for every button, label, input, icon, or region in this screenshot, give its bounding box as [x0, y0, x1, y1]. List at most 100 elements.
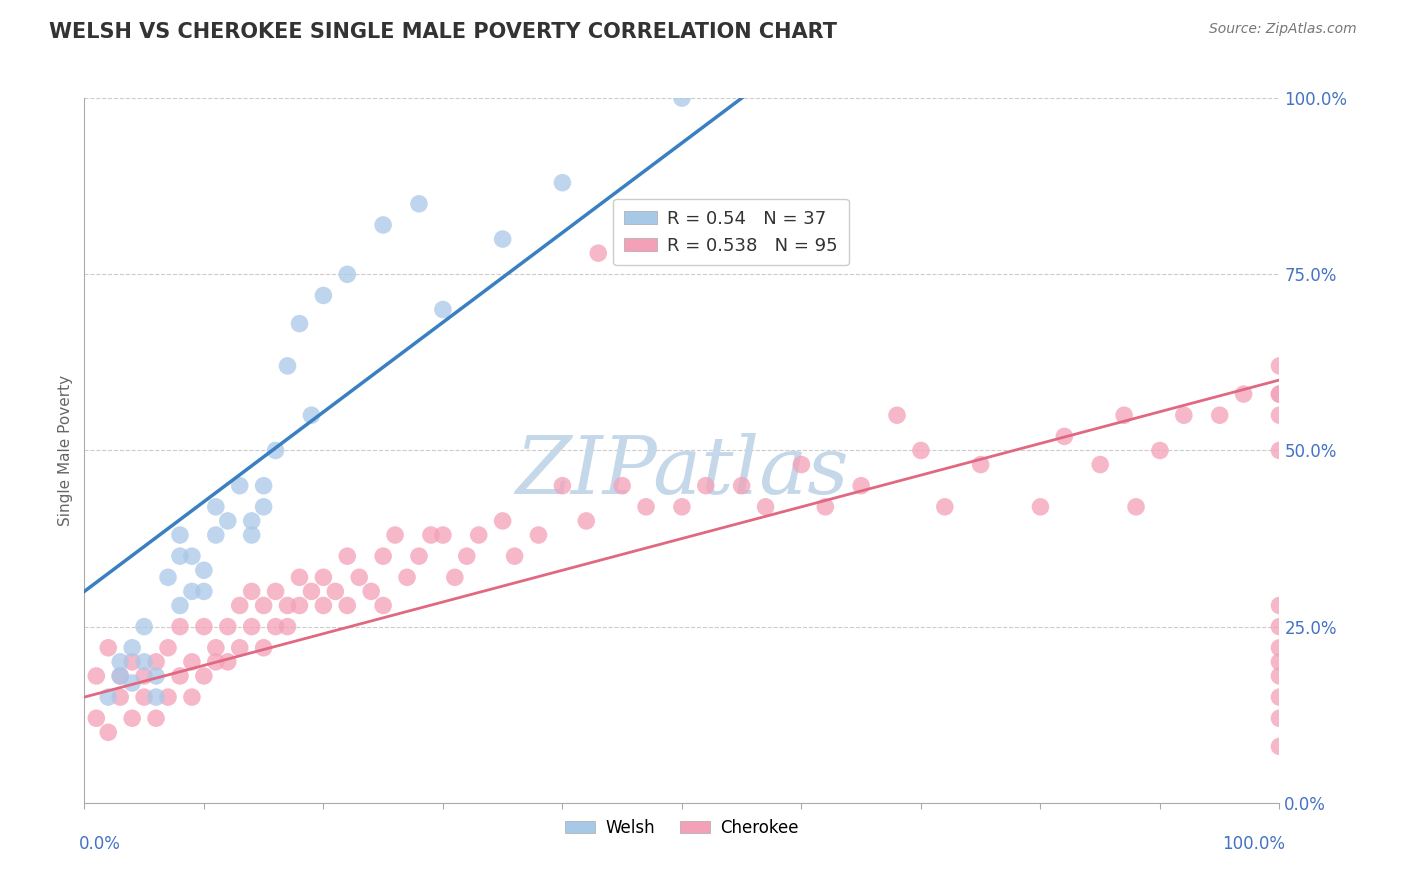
- Point: [132, 619, 156, 633]
- Point: [1125, 500, 1147, 514]
- Point: [169, 528, 191, 542]
- Point: [301, 584, 323, 599]
- Point: [205, 655, 228, 669]
- Point: [86, 711, 108, 725]
- Point: [384, 528, 406, 542]
- Point: [1053, 429, 1076, 443]
- Point: [1268, 655, 1291, 669]
- Point: [408, 197, 430, 211]
- Point: [790, 458, 813, 472]
- Point: [1149, 443, 1171, 458]
- Point: [910, 443, 932, 458]
- Point: [1268, 669, 1291, 683]
- Text: 0.0%: 0.0%: [79, 835, 121, 853]
- Point: [336, 599, 359, 613]
- Point: [373, 599, 395, 613]
- Point: [432, 528, 454, 542]
- Point: [193, 669, 215, 683]
- Text: Source: ZipAtlas.com: Source: ZipAtlas.com: [1209, 22, 1357, 37]
- Point: [551, 478, 574, 492]
- Text: ZIPatlas: ZIPatlas: [515, 433, 849, 510]
- Point: [132, 655, 156, 669]
- Point: [886, 408, 908, 422]
- Point: [1090, 458, 1112, 472]
- Point: [312, 599, 335, 613]
- Point: [373, 549, 395, 564]
- Point: [1268, 408, 1291, 422]
- Point: [97, 725, 120, 739]
- Point: [456, 549, 478, 564]
- Point: [755, 500, 778, 514]
- Point: [492, 514, 515, 528]
- Point: [145, 711, 167, 725]
- Point: [731, 478, 754, 492]
- Point: [527, 528, 550, 542]
- Point: [420, 528, 443, 542]
- Point: [121, 676, 143, 690]
- Point: [169, 599, 191, 613]
- Point: [132, 669, 156, 683]
- Point: [181, 690, 204, 705]
- Point: [169, 549, 191, 564]
- Point: [373, 218, 395, 232]
- Point: [1268, 640, 1291, 655]
- Point: [110, 690, 132, 705]
- Point: [110, 669, 132, 683]
- Point: [1173, 408, 1195, 422]
- Point: [264, 443, 287, 458]
- Point: [157, 570, 180, 584]
- Point: [288, 570, 311, 584]
- Point: [277, 619, 299, 633]
- Point: [229, 640, 252, 655]
- Point: [671, 91, 693, 105]
- Point: [217, 619, 239, 633]
- Point: [110, 655, 132, 669]
- Point: [503, 549, 526, 564]
- Point: [1029, 500, 1052, 514]
- Point: [671, 500, 693, 514]
- Point: [1268, 443, 1291, 458]
- Point: [181, 655, 204, 669]
- Point: [253, 478, 276, 492]
- Point: [121, 711, 143, 725]
- Point: [288, 317, 311, 331]
- Point: [360, 584, 382, 599]
- Point: [205, 528, 228, 542]
- Point: [264, 619, 287, 633]
- Text: 100.0%: 100.0%: [1222, 835, 1285, 853]
- Point: [695, 478, 717, 492]
- Point: [349, 570, 371, 584]
- Point: [312, 570, 335, 584]
- Point: [240, 528, 263, 542]
- Point: [1268, 739, 1291, 754]
- Point: [1209, 408, 1232, 422]
- Point: [492, 232, 515, 246]
- Point: [169, 619, 191, 633]
- Point: [181, 549, 204, 564]
- Point: [575, 514, 598, 528]
- Point: [588, 246, 610, 260]
- Point: [132, 690, 156, 705]
- Point: [264, 584, 287, 599]
- Point: [1114, 408, 1136, 422]
- Point: [934, 500, 956, 514]
- Point: [97, 690, 120, 705]
- Point: [468, 528, 491, 542]
- Point: [240, 514, 263, 528]
- Point: [110, 669, 132, 683]
- Point: [145, 690, 167, 705]
- Point: [612, 478, 634, 492]
- Point: [970, 458, 993, 472]
- Point: [1268, 599, 1291, 613]
- Point: [240, 584, 263, 599]
- Point: [851, 478, 873, 492]
- Point: [1268, 359, 1291, 373]
- Point: [336, 268, 359, 282]
- Point: [121, 655, 143, 669]
- Point: [1233, 387, 1256, 401]
- Point: [325, 584, 347, 599]
- Point: [181, 584, 204, 599]
- Point: [253, 500, 276, 514]
- Point: [1268, 387, 1291, 401]
- Point: [240, 619, 263, 633]
